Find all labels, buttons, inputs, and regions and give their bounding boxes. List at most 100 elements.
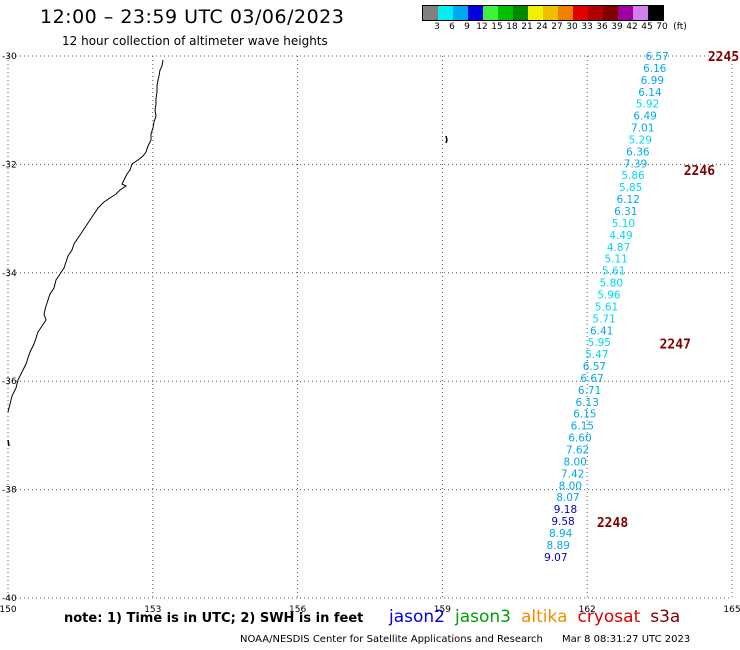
legend-label: 33 xyxy=(581,22,593,32)
map-title: 12:00 – 23:59 UTC 03/06/2023 xyxy=(40,6,345,28)
satellite-name: jason2 xyxy=(389,607,445,627)
graticule-grid xyxy=(7,55,733,599)
wave-height-value: 6.31 xyxy=(614,206,637,218)
wave-height-value: 5.80 xyxy=(600,278,623,290)
wave-height-value: 5.11 xyxy=(604,254,627,266)
wave-height-value: 5.95 xyxy=(588,337,611,349)
legend-label: 12 xyxy=(476,22,488,32)
legend-label: 15 xyxy=(491,22,503,32)
legend-swatch xyxy=(588,6,603,20)
wave-height-value: 6.67 xyxy=(580,373,603,385)
legend-swatch xyxy=(423,6,438,20)
wave-height-value: 5.86 xyxy=(621,170,645,182)
lat-tick-label: -30 xyxy=(2,52,17,62)
wave-height-value: 8.00 xyxy=(559,480,582,492)
lon-tick-label: 165 xyxy=(723,605,740,615)
legend-label: 42 xyxy=(626,22,638,32)
legend-label: 27 xyxy=(551,22,563,32)
legend-swatch xyxy=(648,6,663,20)
wave-height-value: 7.62 xyxy=(566,444,589,456)
wave-height-value: 5.71 xyxy=(592,313,615,325)
map-subtitle: 12 hour collection of altimeter wave hei… xyxy=(62,34,328,48)
legend-swatch xyxy=(453,6,468,20)
legend-label: 21 xyxy=(521,22,533,32)
wave-height-value: 6.12 xyxy=(617,194,640,206)
wave-height-value: 6.57 xyxy=(583,361,606,373)
wave-height-value: 5.96 xyxy=(597,289,621,301)
wave-height-value: 5.10 xyxy=(612,218,635,230)
lon-tick-label: 153 xyxy=(144,605,161,615)
lat-tick-label: -34 xyxy=(2,269,17,279)
wave-height-value: 7.42 xyxy=(561,468,584,480)
wave-height-value: 9.58 xyxy=(551,516,574,528)
legend-label: 45 xyxy=(641,22,653,32)
wave-height-color-legend xyxy=(422,5,664,21)
satellite-name: cryosat xyxy=(577,607,641,627)
coastline xyxy=(7,59,164,413)
wave-height-value: 6.36 xyxy=(626,146,650,158)
legend-swatch xyxy=(483,6,498,20)
legend-swatch xyxy=(513,6,528,20)
legend-label: 9 xyxy=(464,22,470,32)
pass-time-label: 2245 xyxy=(708,50,739,65)
axis-tick-labels: 150 153 156 159 162 165 -30 -32 -34 -36 -38 -40 xyxy=(0,52,740,615)
legend-label: 36 xyxy=(596,22,608,32)
legend-swatch xyxy=(468,6,483,20)
footer-credit: NOAA/NESDIS Center for Satellite Applica… xyxy=(240,634,543,645)
island xyxy=(445,135,448,144)
lon-tick-label: 150 xyxy=(0,605,17,615)
wave-height-value: 6.57 xyxy=(645,51,668,63)
legend-label: 70 xyxy=(656,22,668,32)
wave-height-value: 6.14 xyxy=(638,87,662,99)
wave-height-value: 6.60 xyxy=(568,433,591,445)
lon-tick-label: 156 xyxy=(289,605,306,615)
legend-label: 18 xyxy=(506,22,518,32)
wave-height-value: 5.61 xyxy=(595,301,618,313)
footer-timestamp: Mar 8 08:31:27 UTC 2023 xyxy=(562,634,691,645)
legend-swatch xyxy=(573,6,588,20)
legend-swatch xyxy=(558,6,573,20)
legend-swatch xyxy=(543,6,558,20)
lat-tick-label: -32 xyxy=(2,160,17,170)
wave-height-value: 8.07 xyxy=(556,492,579,504)
legend-label: 24 xyxy=(536,22,548,32)
pass-time-label: 2247 xyxy=(660,337,691,352)
satellite-name: jason3 xyxy=(455,607,511,627)
wave-height-value: 7.01 xyxy=(631,123,654,135)
wave-height-observations: 6.576.166.996.145.926.497.015.296.367.39… xyxy=(544,51,669,564)
lon-tick-label: 159 xyxy=(434,605,451,615)
legend-label: 30 xyxy=(566,22,578,32)
pass-time-label: 2246 xyxy=(684,164,715,179)
legend-unit: (ft) xyxy=(673,22,687,32)
legend-swatch xyxy=(618,6,633,20)
wave-height-value: 6.15 xyxy=(571,421,594,433)
wave-height-value: 5.29 xyxy=(629,134,652,146)
wave-height-value: 4.49 xyxy=(609,230,632,242)
legend-label: 39 xyxy=(611,22,623,32)
wave-height-value: 6.49 xyxy=(633,111,656,123)
wave-height-value: 5.47 xyxy=(585,349,608,361)
legend-label: 6 xyxy=(449,22,455,32)
wave-height-value: 6.71 xyxy=(578,385,601,397)
wave-height-value: 4.87 xyxy=(607,242,630,254)
lat-tick-label: -36 xyxy=(2,377,17,387)
wave-height-value: 5.92 xyxy=(636,99,659,111)
legend-swatch xyxy=(498,6,513,20)
legend-swatch xyxy=(528,6,543,20)
lat-tick-label: -40 xyxy=(2,594,17,604)
pass-time-label: 2248 xyxy=(597,516,628,531)
footnote: note: 1) Time is in UTC; 2) SWH is in fe… xyxy=(64,611,364,626)
wave-height-value: 9.07 xyxy=(544,552,567,564)
wave-height-value: 8.94 xyxy=(549,528,573,540)
wave-height-value: 8.89 xyxy=(547,540,570,552)
island-small xyxy=(7,439,10,447)
satellite-name: s3a xyxy=(650,607,681,627)
wave-height-value: 5.85 xyxy=(619,182,642,194)
wave-height-value: 6.16 xyxy=(643,63,667,75)
wave-height-value: 9.18 xyxy=(554,504,577,516)
lon-tick-label: 162 xyxy=(579,605,596,615)
legend-label: 3 xyxy=(434,22,440,32)
wave-height-value: 6.41 xyxy=(590,325,613,337)
